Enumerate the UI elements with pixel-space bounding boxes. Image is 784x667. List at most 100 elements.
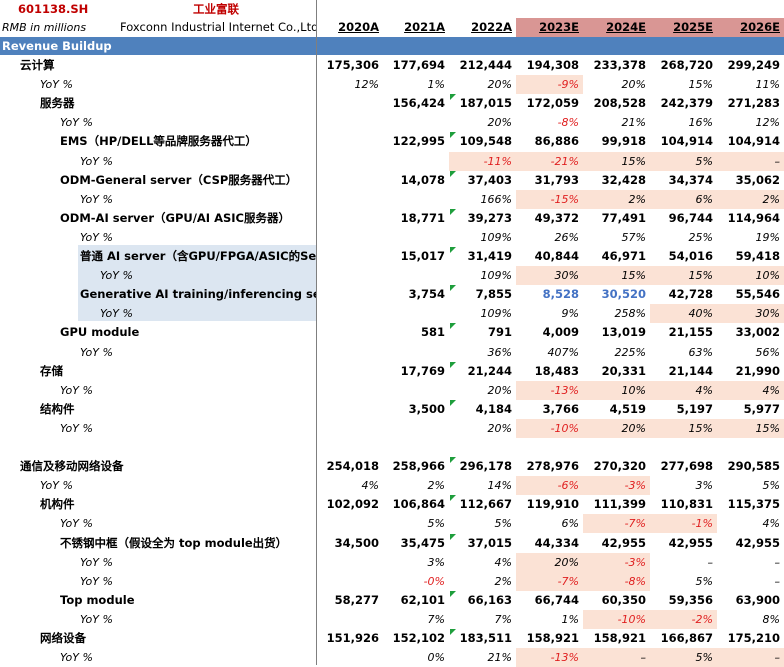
comment-marker-icon [450,361,456,368]
value-cell: -2% [650,609,717,629]
value-cell: 20% [516,552,583,572]
value-cell: 3,500 [408,401,445,416]
value-cell: 77,491 [601,210,646,225]
value-cell: 106,864 [392,497,445,512]
value-cell [383,438,449,457]
yoy-row: YoY % 109% 30% 15% 15% 10% [0,266,784,286]
yoy-row: YoY % 20% -13% 10% 4% 4% [0,380,784,400]
value-cell: 158,921 [526,631,579,645]
value-cell: 42,955 [668,535,713,550]
value-cell: 13,019 [601,325,646,340]
value-cell: 10% [583,380,650,400]
value-cell: 21,244 [449,361,516,381]
value-cell: 4% [361,479,379,493]
value-cell: 109% [480,230,512,244]
column-header-row: RMB in millions Foxconn Industrial Inter… [0,18,784,38]
value-cell [383,266,449,285]
value-cell: -6% [516,476,583,496]
value-cell: 8,528 [542,287,579,302]
value-cell [316,323,383,342]
value-cell: 20% [487,116,512,130]
value-cell: 86,886 [534,134,579,149]
value-cell: 26% [554,230,579,244]
value-cell [383,304,449,323]
value-cell: 96,744 [668,210,713,225]
value-cell [316,152,383,171]
table-row: 云计算 175,306 177,694 212,444 194,308 233,378 26… [0,56,784,75]
value-cell: 6% [650,189,717,209]
comment-marker-icon [450,94,456,101]
value-cell [316,400,383,419]
value-cell [316,419,383,438]
value-cell [316,553,383,572]
value-cell: 5% [427,517,445,531]
value-cell: 0% [427,651,445,665]
value-cell: 12% [755,116,780,130]
value-cell: 271,283 [727,96,780,111]
row-label: 通信及移动网络设备 [20,459,124,474]
value-cell: 14,078 [400,172,445,187]
year-header: 2026E [717,18,784,37]
value-cell: 175,306 [326,58,379,72]
value-cell: 119,910 [526,497,579,512]
value-cell: 25% [688,230,713,244]
comment-marker-icon [450,495,456,502]
row-label: YoY % [80,345,113,359]
comment-marker-icon [450,132,456,139]
comment-marker-icon [450,457,456,464]
value-cell [316,514,383,533]
company-en-label: Foxconn Industrial Internet Co.,Ltd. [120,20,316,34]
value-cell: 58,277 [334,592,379,607]
value-cell: 4% [762,517,780,531]
value-cell [316,190,383,209]
value-cell [717,438,784,457]
table-row: EMS（HP/DELL等品牌服务器代工） 122,995 109,548 86,886… [0,132,784,151]
value-cell: 208,528 [593,96,646,111]
value-cell: 104,914 [727,134,780,149]
yoy-row: YoY % 7% 7% 1% -10% -2% 8% [0,609,784,629]
ticker-row: 601138.SH 工业富联 [0,0,784,18]
value-cell [316,247,383,266]
value-cell: 296,178 [449,457,516,476]
value-cell: 233,378 [593,58,646,72]
table-row: 通信及移动网络设备 254,018 258,966 296,178 278,976 270… [0,457,784,476]
yoy-row: YoY % -11% -21% 15% 5% – [0,151,784,171]
value-cell: 151,926 [326,631,379,645]
value-cell: 114,964 [727,210,780,225]
value-cell: 19% [755,230,780,244]
row-label: YoY % [100,269,133,283]
value-cell: 32,428 [601,172,646,187]
value-cell: 109% [480,269,512,283]
value-cell: 254,018 [326,459,379,474]
value-cell: -13% [516,648,583,667]
row-label: YoY % [40,479,73,493]
column-divider [316,0,317,665]
value-cell: 15% [583,151,650,171]
value-cell: 9% [561,307,579,321]
value-cell: 5% [762,479,780,493]
value-cell: 18,771 [400,210,445,225]
value-cell: 278,976 [526,459,579,474]
yoy-row: YoY % 3% 4% 20% -3% – – [0,552,784,572]
value-cell: 15% [583,266,650,286]
row-label: 云计算 [20,58,55,72]
value-cell: 16% [688,116,713,130]
value-cell: 2% [717,189,784,209]
value-cell: 4% [717,380,784,400]
value-cell: 21,155 [668,325,713,340]
row-label: Generative AI training/inferencing serve… [80,287,316,302]
value-cell: 66,163 [449,590,516,610]
value-cell: – [717,648,784,667]
value-cell [650,438,717,457]
value-cell: 21% [621,116,646,130]
value-cell: 270,320 [593,459,646,474]
value-cell: 42,728 [668,287,713,302]
value-cell: -8% [583,571,650,591]
row-label: YoY % [80,154,113,168]
value-cell: 1% [561,612,579,626]
yoy-row: YoY % 166% -15% 2% 6% 2% [0,189,784,209]
value-cell: 2% [583,189,650,209]
section-title: Revenue Buildup [2,39,112,53]
value-cell [316,362,383,381]
table-row: 不锈钢中框（假设全为 top module出货） 34,500 35,475 37,0… [0,533,784,553]
